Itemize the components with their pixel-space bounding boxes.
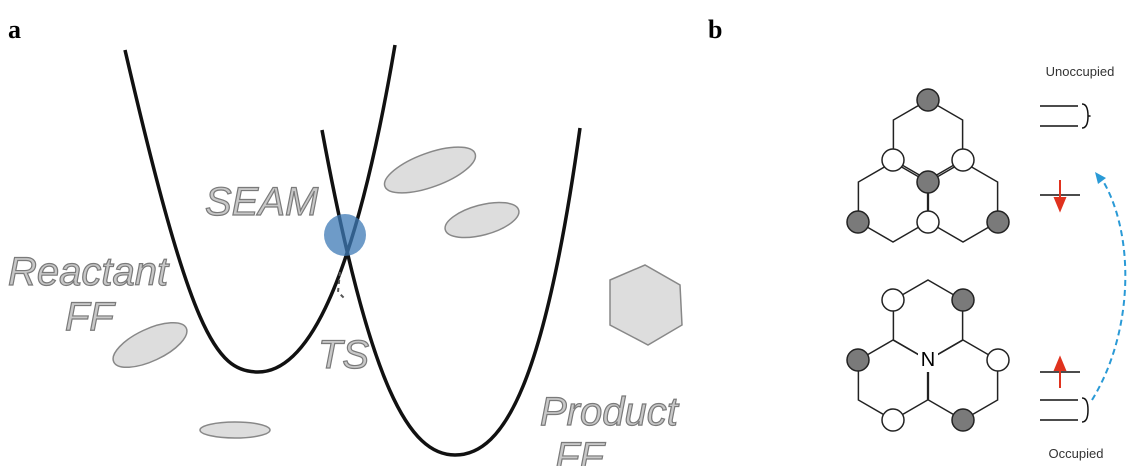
atom xyxy=(917,171,939,193)
atom xyxy=(952,289,974,311)
ts-label: TS xyxy=(318,333,369,377)
unoccupied-label: Unoccupied xyxy=(1046,64,1115,79)
atom xyxy=(917,211,939,233)
atom xyxy=(987,211,1009,233)
seam-point xyxy=(324,214,366,256)
atom xyxy=(882,289,904,311)
excitation-arrow xyxy=(1092,176,1125,400)
atom xyxy=(917,89,939,111)
panel-label: b xyxy=(708,15,722,44)
panel-label: a xyxy=(8,15,21,44)
ring xyxy=(893,280,962,360)
atom xyxy=(987,349,1009,371)
atom xyxy=(952,149,974,171)
product-label: Product xyxy=(540,390,680,434)
occupied-label: Occupied xyxy=(1049,446,1104,461)
seam-label: SEAM xyxy=(205,180,319,224)
excitation-arrowhead xyxy=(1095,172,1106,184)
reactant-label: Reactant xyxy=(8,250,170,294)
atom-label: N xyxy=(921,349,935,371)
atom xyxy=(847,211,869,233)
ring xyxy=(928,340,997,420)
spin-arrows xyxy=(1055,180,1065,388)
reactant-label: FF xyxy=(65,295,116,339)
molecule-skeleton xyxy=(847,89,1009,431)
ring xyxy=(858,340,927,420)
product-label: FF xyxy=(555,435,606,466)
atom xyxy=(882,149,904,171)
atom xyxy=(882,409,904,431)
atom xyxy=(847,349,869,371)
orbital-levels xyxy=(1040,104,1090,422)
atom xyxy=(952,409,974,431)
figure: a b SEAM Reactant FF TS Product FF N Uno… xyxy=(0,0,1133,466)
